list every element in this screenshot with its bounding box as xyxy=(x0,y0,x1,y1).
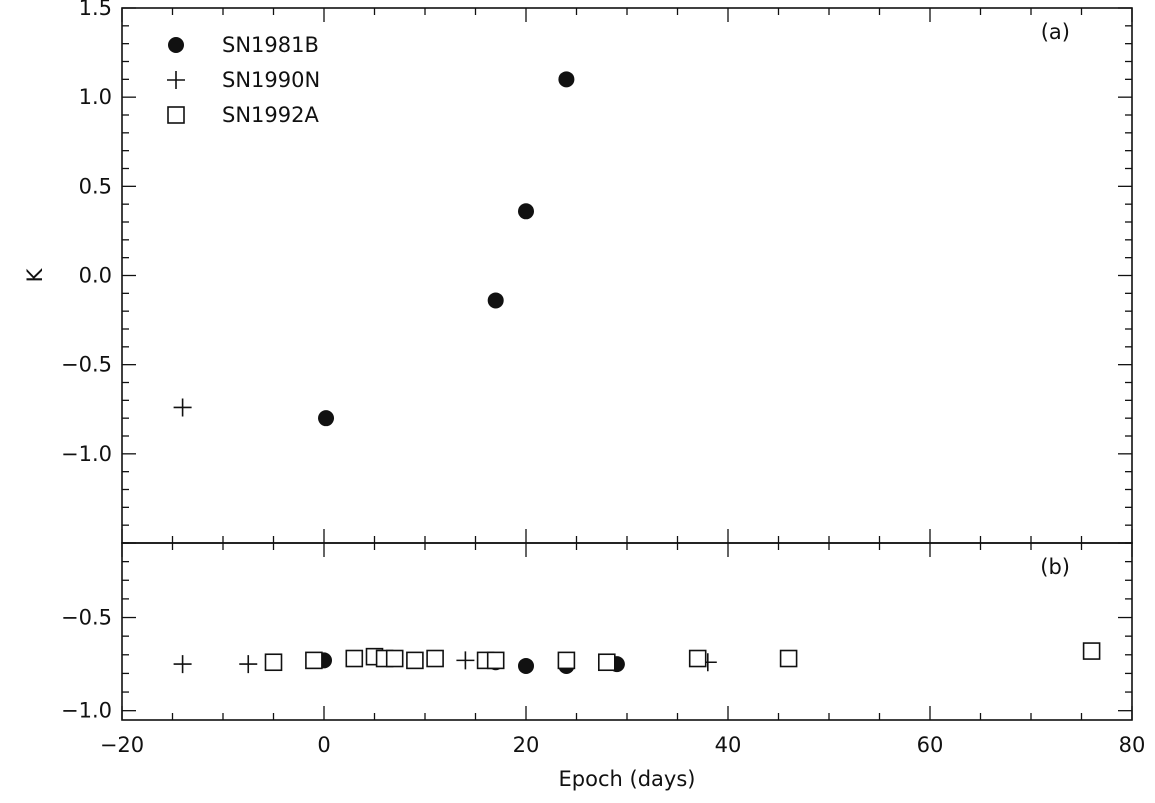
y-axis-label: K xyxy=(23,267,47,282)
point-sn1992a-b xyxy=(779,649,798,668)
point-sn1981b-b xyxy=(518,657,534,674)
legend-marker-sn1992a xyxy=(167,106,185,124)
panel-b-frame xyxy=(121,542,1133,721)
point-sn1992a-b xyxy=(305,651,323,670)
point-sn1981b-a xyxy=(558,71,575,88)
panel-label-b: (b) xyxy=(1040,555,1070,579)
panel-b-points xyxy=(173,642,1101,674)
y-tick-label: 1.0 xyxy=(79,85,112,109)
y-tick-label: −0.5 xyxy=(61,606,112,630)
point-sn1990n-b xyxy=(239,655,258,674)
point-sn1992a-b xyxy=(557,651,576,670)
x-axis-label: Epoch (days) xyxy=(559,767,696,791)
panel-b: −1.0 −0.5 (b) xyxy=(61,542,1133,723)
point-sn1981b-a xyxy=(318,410,335,427)
point-sn1992a-b xyxy=(406,651,424,670)
point-sn1992a-b xyxy=(486,651,505,670)
x-tick-label: −20 xyxy=(100,733,144,757)
legend-label-sn1992a: SN1992A xyxy=(222,103,319,127)
x-tick-label: 80 xyxy=(1119,733,1146,757)
legend: SN1981B SN1990N SN1992A xyxy=(167,33,320,127)
point-sn1992a-b xyxy=(345,649,364,668)
y-tick-label: −1.0 xyxy=(61,442,112,466)
x-tick-label: 40 xyxy=(715,733,742,757)
point-sn1992a-b xyxy=(264,653,283,672)
y-tick-label: 0.0 xyxy=(79,264,112,288)
x-tick-label: 60 xyxy=(917,733,944,757)
point-sn1992a-b xyxy=(597,653,616,672)
point-sn1981b-a xyxy=(487,292,504,309)
y-tick-label: −1.0 xyxy=(61,699,112,723)
legend-item-sn1990n: SN1990N xyxy=(167,68,320,92)
legend-marker-sn1990n xyxy=(167,71,185,89)
point-sn1981b-a xyxy=(518,203,534,220)
x-tick-label: 0 xyxy=(317,733,330,757)
y-tick-label: −0.5 xyxy=(61,353,112,377)
point-sn1990n-b xyxy=(456,651,475,670)
point-sn1992a-b xyxy=(385,649,404,668)
point-sn1992a-b xyxy=(688,649,707,668)
x-tick-label: 20 xyxy=(513,733,540,757)
legend-item-sn1981b: SN1981B xyxy=(168,33,319,57)
panel-a-points xyxy=(173,71,575,427)
legend-marker-sn1981b xyxy=(168,37,184,53)
y-tick-label: 1.5 xyxy=(79,0,112,20)
legend-item-sn1992a: SN1992A xyxy=(167,103,319,127)
point-sn1992a-b xyxy=(426,649,444,668)
panel-label-a: (a) xyxy=(1041,20,1070,44)
point-sn1990n-a xyxy=(173,398,192,417)
legend-label-sn1981b: SN1981B xyxy=(222,33,319,57)
y-tick-label: 0.5 xyxy=(79,174,112,198)
point-sn1990n-b xyxy=(173,655,192,674)
legend-label-sn1990n: SN1990N xyxy=(222,68,320,92)
point-sn1992a-b xyxy=(1082,642,1101,660)
